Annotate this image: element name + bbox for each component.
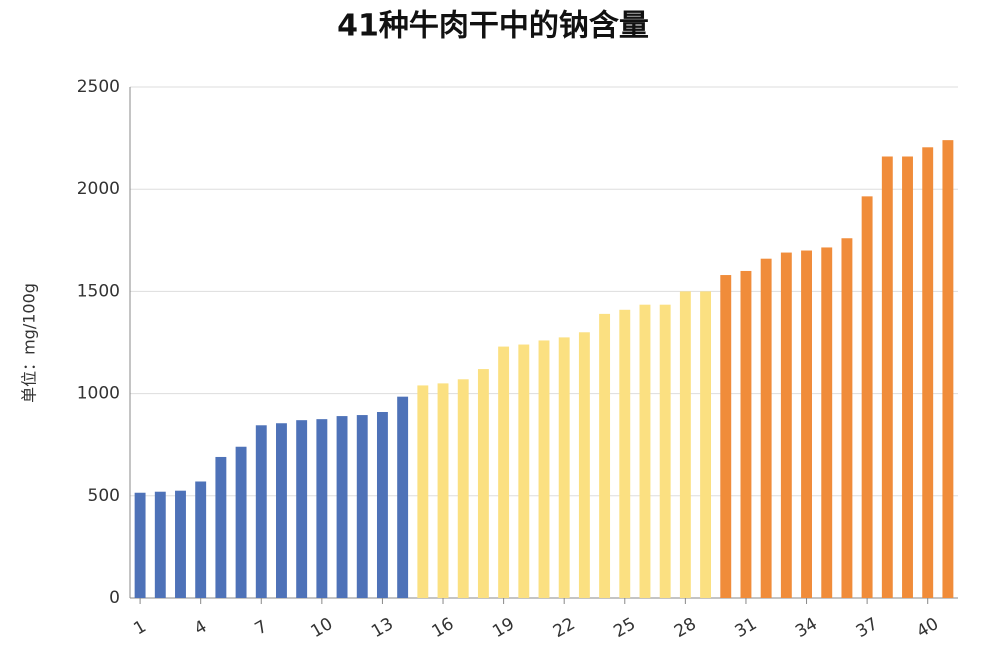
bar (881, 156, 893, 598)
bar (336, 416, 348, 598)
bar (296, 420, 308, 598)
bar (902, 156, 913, 598)
y-tick-label: 0 (109, 588, 120, 608)
bar (679, 291, 691, 598)
y-tick-label: 500 (88, 486, 120, 506)
bar (235, 446, 247, 598)
x-tick-label: 34 (792, 614, 821, 642)
x-tick-label: 25 (610, 614, 639, 642)
x-tick-label: 4 (191, 617, 210, 640)
x-tick-label: 19 (489, 614, 518, 642)
bar (780, 252, 792, 598)
x-tick-label: 37 (853, 614, 882, 642)
bar (720, 275, 732, 598)
y-tick-label: 1000 (77, 384, 120, 404)
bar (821, 247, 833, 599)
bar (518, 344, 530, 598)
x-tick-label: 22 (550, 614, 579, 642)
x-tick-label: 31 (732, 614, 761, 642)
x-tick-label: 10 (307, 614, 336, 642)
x-tick-label: 28 (671, 614, 700, 642)
bar (760, 258, 772, 598)
bar (578, 332, 590, 598)
bar (215, 456, 227, 598)
bar (457, 379, 469, 598)
y-axis-label: 单位：mg/100g (20, 283, 39, 403)
bar (316, 419, 328, 598)
bar (538, 340, 550, 598)
bar (255, 425, 267, 598)
bar (558, 337, 570, 598)
x-tick-label: 40 (913, 614, 942, 642)
bar (922, 147, 934, 598)
x-tick-label: 13 (368, 614, 397, 642)
y-tick-label: 2000 (77, 179, 120, 199)
y-tick-label: 1500 (77, 281, 120, 301)
bar (700, 291, 712, 598)
bar (942, 140, 954, 599)
bar (639, 304, 651, 598)
bar (397, 396, 409, 598)
bar (356, 415, 368, 598)
bar (659, 304, 671, 598)
x-tick-label: 7 (252, 617, 271, 640)
bar (498, 346, 510, 598)
bar (477, 369, 489, 598)
bar (740, 270, 752, 598)
x-tick-label: 16 (429, 614, 458, 642)
bar (801, 250, 812, 598)
bar (437, 383, 449, 598)
bar (134, 492, 146, 598)
bar (376, 411, 388, 598)
x-tick-label: 1 (130, 617, 149, 640)
bar (154, 491, 166, 598)
bar (417, 385, 429, 598)
bar (195, 481, 207, 598)
bar (276, 423, 287, 598)
y-tick-label: 2500 (77, 77, 120, 97)
bar (841, 238, 853, 599)
bar (619, 309, 631, 598)
bar (175, 490, 186, 598)
bar (599, 313, 611, 598)
bar (861, 196, 873, 598)
chart-title: 41种牛肉干中的钠含量 (337, 9, 649, 44)
